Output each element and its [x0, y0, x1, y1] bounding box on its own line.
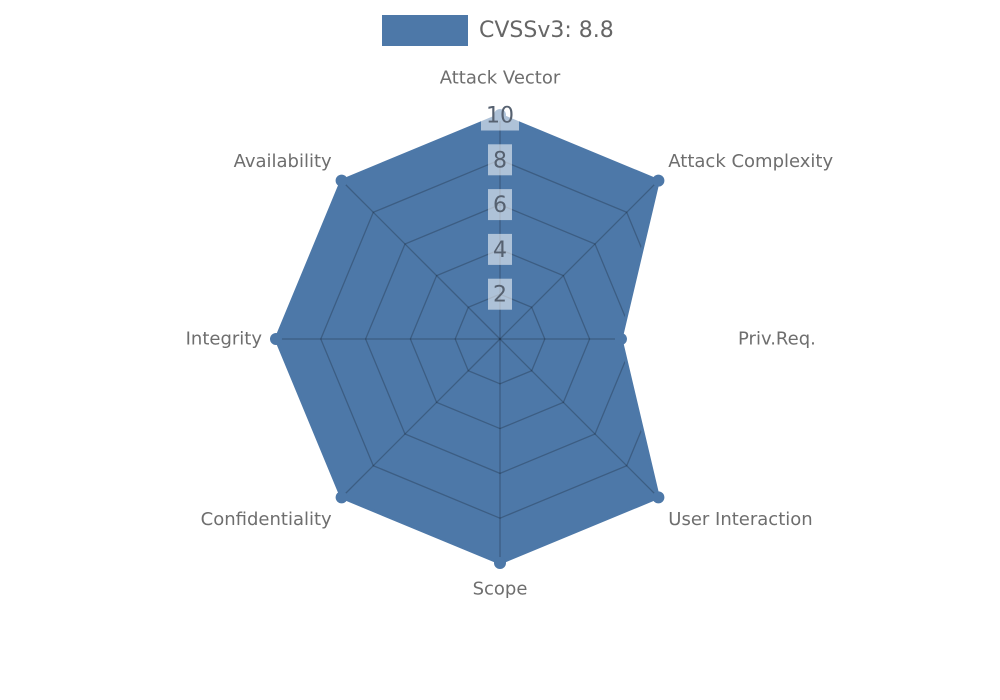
- axis-label-integrity: Integrity: [186, 329, 263, 350]
- axis-label-availability: Availability: [234, 151, 332, 172]
- radial-tick: 4: [488, 233, 512, 265]
- data-point-marker: [652, 174, 665, 187]
- radial-tick-box: [488, 233, 512, 265]
- axis-label-attack-vector: Attack Vector: [440, 68, 561, 89]
- axis-label-priv-req: Priv.Req.: [738, 329, 816, 350]
- radial-tick-label: 6: [493, 193, 507, 218]
- radial-tick-label: 2: [493, 283, 507, 308]
- data-point-marker: [614, 333, 627, 345]
- radial-tick: 10: [481, 99, 519, 131]
- grid-ring: [364, 203, 636, 475]
- axis-label-confidentiality: Confidentiality: [201, 509, 332, 530]
- grid-spoke: [341, 338, 501, 498]
- cvss-score-polygon: [276, 115, 659, 563]
- legend-label: CVSSv3: 8.8: [479, 18, 614, 43]
- radial-tick-label: 4: [493, 238, 507, 263]
- grid-spoke: [341, 180, 501, 340]
- data-point-marker: [494, 557, 506, 569]
- radial-tick-label: 8: [493, 148, 507, 173]
- chart-legend: CVSSv3: 8.8: [382, 15, 614, 46]
- data-point-marker: [652, 491, 665, 504]
- grid-ring: [454, 293, 546, 385]
- data-point-marker: [335, 174, 348, 187]
- axis-label-scope: Scope: [473, 579, 528, 600]
- data-point-marker: [335, 491, 348, 504]
- radial-tick: 2: [488, 278, 512, 310]
- axis-label-attack-complexity: Attack Complexity: [668, 151, 833, 172]
- radial-tick-label: 10: [486, 104, 514, 129]
- axis-label-user-interaction: User Interaction: [668, 509, 812, 530]
- grid-spoke: [499, 338, 659, 498]
- radial-tick-box: [488, 144, 512, 176]
- data-point-marker: [270, 333, 282, 345]
- radial-tick-box: [488, 278, 512, 310]
- radial-tick-box: [481, 99, 519, 131]
- grid-spoke: [499, 180, 659, 340]
- radial-tick: 6: [488, 189, 512, 221]
- grid-ring: [409, 248, 591, 430]
- radial-tick: 8: [488, 144, 512, 176]
- radial-tick-box: [488, 189, 512, 221]
- legend-swatch: [382, 15, 468, 46]
